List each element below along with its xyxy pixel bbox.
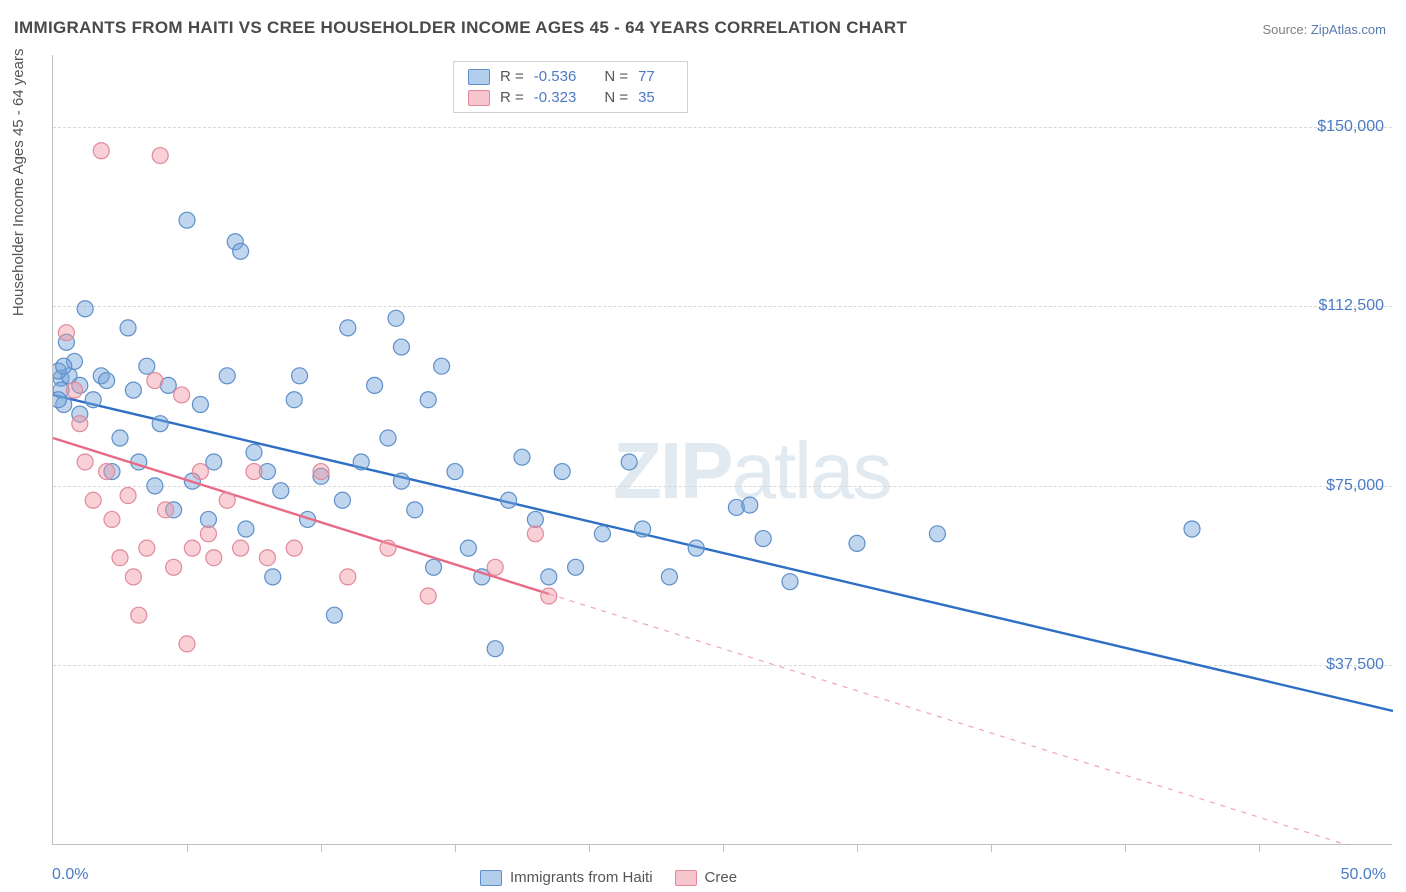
scatter-svg: [53, 55, 1393, 845]
y-axis-label: Householder Income Ages 45 - 64 years: [10, 49, 27, 317]
legend-label-haiti: Immigrants from Haiti: [510, 869, 653, 886]
y-tick-label: $150,000: [1317, 118, 1384, 136]
plot-area: ZIPatlas R = -0.536 N = 77 R = -0.323 N …: [52, 55, 1392, 845]
chart-container: IMMIGRANTS FROM HAITI VS CREE HOUSEHOLDE…: [0, 0, 1406, 892]
x-axis-max-label: 50.0%: [1341, 866, 1386, 884]
y-tick-label: $75,000: [1326, 477, 1384, 495]
legend-label-cree: Cree: [705, 869, 738, 886]
source-label: Source:: [1262, 22, 1310, 37]
y-tick-label: $112,500: [1318, 297, 1384, 315]
source-link[interactable]: ZipAtlas.com: [1311, 22, 1386, 37]
y-tick-label: $37,500: [1326, 656, 1384, 674]
legend-item-haiti: Immigrants from Haiti: [480, 869, 653, 886]
swatch-blue-icon: [480, 870, 502, 886]
source-attribution: Source: ZipAtlas.com: [1262, 22, 1386, 37]
series-legend: Immigrants from Haiti Cree: [480, 869, 737, 886]
chart-title: IMMIGRANTS FROM HAITI VS CREE HOUSEHOLDE…: [14, 18, 907, 38]
swatch-pink-icon: [675, 870, 697, 886]
legend-item-cree: Cree: [675, 869, 738, 886]
x-axis-min-label: 0.0%: [52, 866, 88, 884]
